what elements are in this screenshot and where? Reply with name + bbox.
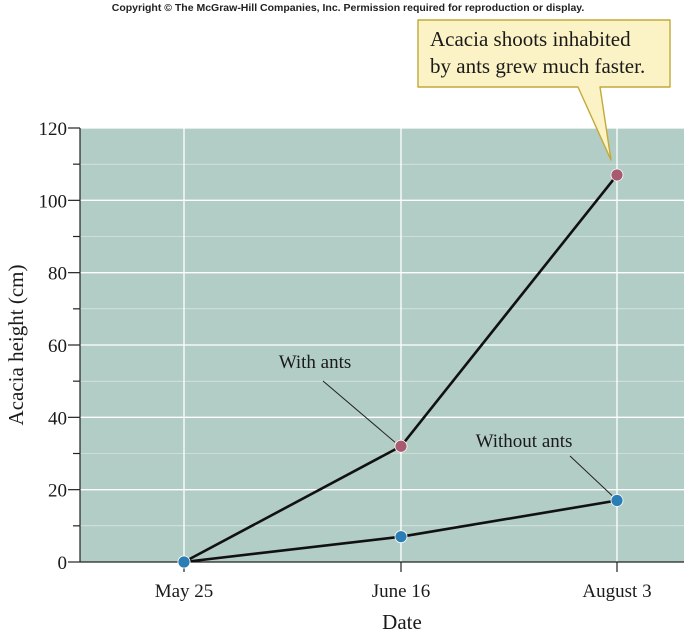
gridlines — [80, 127, 684, 562]
x-tick-label: August 3 — [582, 581, 651, 602]
x-tick-label: May 25 — [155, 581, 214, 602]
y-axis-title: Acacia height (cm) — [4, 265, 28, 426]
series — [177, 168, 624, 569]
y-tick-label: 20 — [48, 481, 67, 502]
callout-line: Acacia shoots inhabited — [430, 27, 631, 51]
tick-labels: 0 20 40 60 80 100 120 May 25 June 16 August 3 — [39, 119, 652, 602]
y-tick-label: 100 — [39, 191, 68, 212]
without-ants-leader — [569, 455, 613, 496]
without-ants-label: Without ants — [476, 431, 573, 452]
annotations: With ants Without ants — [279, 352, 613, 496]
x-axis-title: Date — [382, 610, 422, 634]
data-point — [394, 439, 408, 453]
callout-box — [417, 19, 671, 161]
data-point — [610, 494, 624, 507]
y-tick-label: 40 — [48, 408, 67, 429]
data-point — [394, 530, 408, 544]
callout-line: by ants grew much faster. — [430, 54, 645, 78]
x-tick-label: June 16 — [372, 581, 431, 602]
y-tick-label: 60 — [48, 336, 67, 357]
copyright-notice: Copyright © The McGraw-Hill Companies, I… — [112, 2, 585, 14]
callout: Acacia shoots inhabited by ants grew much… — [417, 19, 671, 161]
with-ants-leader — [322, 380, 396, 443]
y-tick-label: 80 — [48, 264, 67, 285]
data-point — [177, 555, 191, 569]
y-tick-label: 120 — [39, 119, 68, 140]
y-tick-label: 0 — [58, 553, 68, 574]
with-ants-label: With ants — [279, 352, 352, 373]
data-point — [610, 168, 624, 182]
